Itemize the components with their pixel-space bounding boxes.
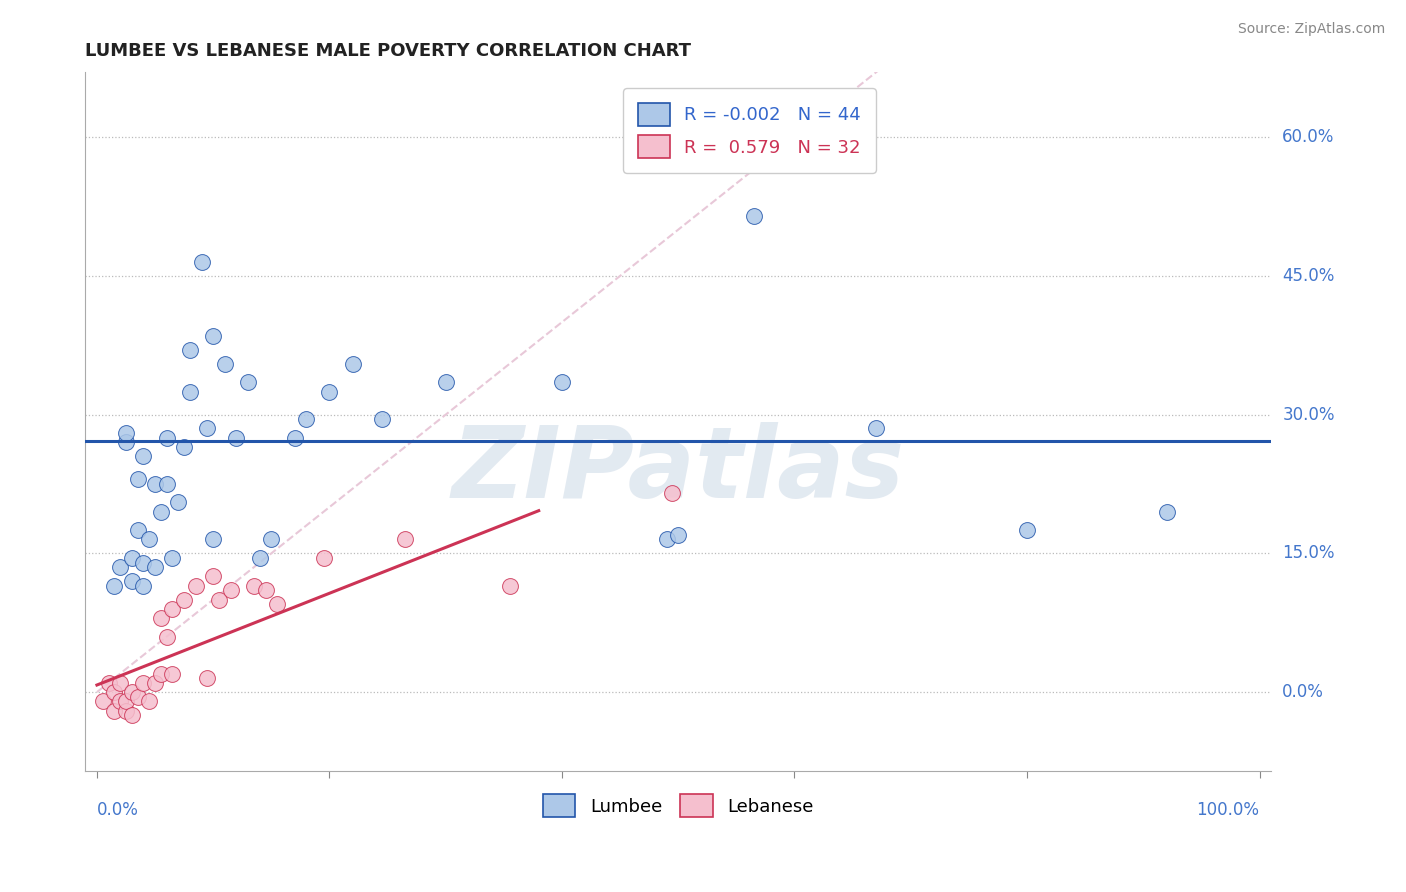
Point [284,431,307,445]
Point [121,685,143,699]
Point [132,556,155,570]
Point [156,477,179,491]
Point [115,435,138,450]
Point [173,592,195,607]
Point [167,495,190,509]
Point [184,579,207,593]
Point [655,533,678,547]
Legend: Lumbee, Lebanese: Lumbee, Lebanese [536,787,821,824]
Point [108,694,131,708]
Point [202,329,225,343]
Point [1015,523,1038,537]
Point [156,630,179,644]
Point [371,412,394,426]
Point [156,431,179,445]
Point [115,704,138,718]
Point [132,676,155,690]
Point [742,209,765,223]
Point [661,486,683,500]
Point [173,440,195,454]
Point [115,694,138,708]
Point [121,708,143,723]
Text: 100.0%: 100.0% [1197,801,1260,819]
Point [103,579,125,593]
Point [260,533,283,547]
Point [236,376,259,390]
Point [434,376,457,390]
Point [342,357,364,371]
Point [865,421,887,435]
Text: 0.0%: 0.0% [97,801,139,819]
Point [143,477,166,491]
Point [127,472,149,486]
Point [312,551,335,566]
Point [295,412,318,426]
Point [551,376,574,390]
Point [208,592,231,607]
Point [666,528,689,542]
Point [162,602,184,616]
Text: 30.0%: 30.0% [1282,406,1334,424]
Text: Source: ZipAtlas.com: Source: ZipAtlas.com [1237,22,1385,37]
Point [138,694,160,708]
Point [97,676,120,690]
Text: 15.0%: 15.0% [1282,544,1334,562]
Point [121,551,143,566]
Point [195,421,218,435]
Point [1156,505,1178,519]
Point [202,533,225,547]
Point [132,579,155,593]
Point [149,611,172,625]
Point [202,569,225,583]
Point [138,533,160,547]
Point [318,384,340,399]
Point [179,343,201,357]
Text: ZIPatlas: ZIPatlas [451,422,905,519]
Text: 45.0%: 45.0% [1282,267,1334,285]
Point [143,676,166,690]
Point [103,685,125,699]
Text: 60.0%: 60.0% [1282,128,1334,146]
Point [108,560,131,574]
Text: 0.0%: 0.0% [1282,683,1324,701]
Point [225,431,247,445]
Point [127,690,149,704]
Point [179,384,201,399]
Point [149,666,172,681]
Point [121,574,143,588]
Point [190,255,212,269]
Point [243,579,266,593]
Point [162,551,184,566]
Point [91,694,114,708]
Point [219,583,242,598]
Point [127,523,149,537]
Point [254,583,277,598]
Point [103,704,125,718]
Point [214,357,236,371]
Point [162,666,184,681]
Point [143,560,166,574]
Point [266,597,288,611]
Point [132,449,155,463]
Point [149,505,172,519]
Point [249,551,271,566]
Point [394,533,416,547]
Point [108,676,131,690]
Point [498,579,520,593]
Text: LUMBEE VS LEBANESE MALE POVERTY CORRELATION CHART: LUMBEE VS LEBANESE MALE POVERTY CORRELAT… [86,42,692,60]
Point [195,671,218,685]
Point [115,426,138,441]
